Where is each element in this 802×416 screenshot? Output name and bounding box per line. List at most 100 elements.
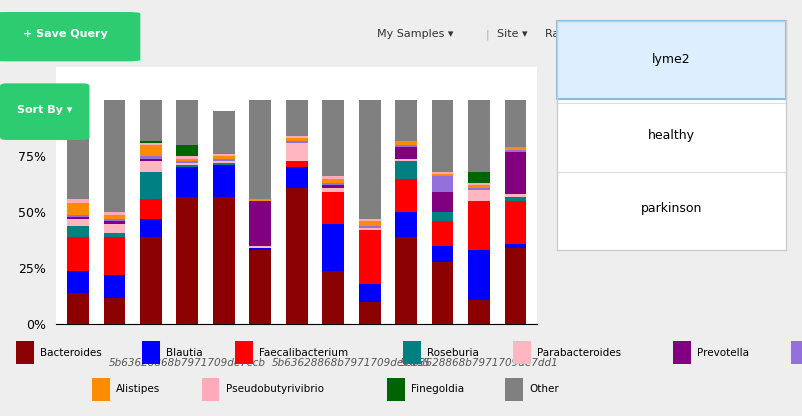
Bar — [103, 215, 125, 219]
Bar — [395, 212, 417, 237]
Bar — [358, 100, 381, 219]
Text: Site ▾: Site ▾ — [497, 30, 528, 40]
Text: Prevotella: Prevotella — [697, 348, 749, 358]
Bar — [358, 219, 381, 221]
Text: Alistipes: Alistipes — [116, 384, 160, 394]
Text: |: | — [485, 29, 489, 40]
Bar — [504, 244, 526, 248]
Bar — [67, 293, 89, 324]
Bar — [286, 161, 308, 168]
Bar — [213, 161, 235, 163]
Bar — [176, 163, 198, 165]
Bar — [431, 174, 453, 176]
Bar — [286, 188, 308, 324]
Bar — [103, 223, 125, 233]
Bar — [103, 219, 125, 221]
Bar — [67, 100, 89, 199]
Bar — [67, 271, 89, 293]
Bar — [140, 219, 162, 237]
Bar — [358, 226, 381, 228]
Text: + Save Query: + Save Query — [23, 30, 108, 40]
Bar — [322, 179, 344, 183]
Bar — [358, 221, 381, 226]
Bar — [249, 201, 271, 246]
Bar — [249, 199, 271, 201]
Bar — [67, 217, 89, 219]
Bar — [67, 226, 89, 237]
Bar — [673, 341, 691, 364]
Text: healthy: healthy — [648, 129, 695, 142]
Bar — [140, 145, 162, 156]
Text: Blautia: Blautia — [167, 348, 203, 358]
Bar — [140, 156, 162, 158]
Bar — [468, 172, 490, 183]
Bar — [395, 145, 417, 147]
Text: Pseudobutyrivibrio: Pseudobutyrivibrio — [226, 384, 324, 394]
Bar — [140, 141, 162, 143]
Bar — [176, 158, 198, 161]
Bar — [213, 156, 235, 158]
Bar — [505, 378, 523, 401]
Bar — [213, 165, 235, 197]
Bar — [103, 297, 125, 324]
Bar — [140, 100, 162, 141]
Bar — [176, 100, 198, 145]
Bar — [176, 156, 198, 158]
Bar — [140, 172, 162, 199]
Bar — [468, 183, 490, 186]
Bar — [103, 212, 125, 215]
Text: parkinson: parkinson — [641, 202, 703, 215]
Bar — [143, 341, 160, 364]
Bar — [468, 190, 490, 201]
Text: 5b63628868b7971709de7dd1: 5b63628868b7971709de7dd1 — [399, 358, 558, 368]
Bar — [249, 248, 271, 250]
Bar — [504, 149, 526, 152]
Bar — [16, 341, 34, 364]
Bar — [103, 237, 125, 275]
Bar — [431, 100, 453, 172]
Bar — [504, 201, 526, 244]
Bar — [140, 161, 162, 172]
Bar — [431, 212, 453, 221]
Bar — [213, 158, 235, 161]
Bar — [140, 158, 162, 161]
Bar — [431, 246, 453, 262]
Bar — [431, 192, 453, 212]
Bar — [140, 199, 162, 219]
Bar — [468, 186, 490, 188]
Bar — [176, 197, 198, 324]
Bar — [504, 147, 526, 149]
Bar — [67, 219, 89, 226]
Bar — [213, 197, 235, 324]
Bar — [322, 188, 344, 192]
Bar — [249, 246, 271, 248]
Bar — [431, 176, 453, 192]
Bar — [286, 143, 308, 161]
Text: Sort By ▾: Sort By ▾ — [17, 105, 72, 115]
Bar — [67, 199, 89, 203]
Bar — [103, 100, 125, 212]
Bar — [213, 163, 235, 165]
Bar — [403, 341, 421, 364]
Bar — [395, 158, 417, 161]
Bar — [176, 168, 198, 197]
Bar — [504, 152, 526, 194]
Bar — [395, 147, 417, 158]
Text: Parabacteroides: Parabacteroides — [537, 348, 621, 358]
Text: My Samples ▾: My Samples ▾ — [377, 30, 453, 40]
Bar — [213, 111, 235, 154]
Text: Saved Queries ▾: Saved Queries ▾ — [606, 30, 696, 40]
Bar — [504, 100, 526, 147]
Bar — [431, 262, 453, 324]
Bar — [468, 188, 490, 190]
Bar — [322, 100, 344, 176]
Text: Roseburia: Roseburia — [427, 348, 480, 358]
Bar — [431, 221, 453, 246]
Bar — [431, 172, 453, 174]
Bar — [322, 176, 344, 179]
Bar — [468, 250, 490, 300]
FancyBboxPatch shape — [0, 12, 140, 62]
Text: lyme2: lyme2 — [652, 53, 691, 66]
Bar — [358, 230, 381, 284]
Bar — [286, 168, 308, 188]
